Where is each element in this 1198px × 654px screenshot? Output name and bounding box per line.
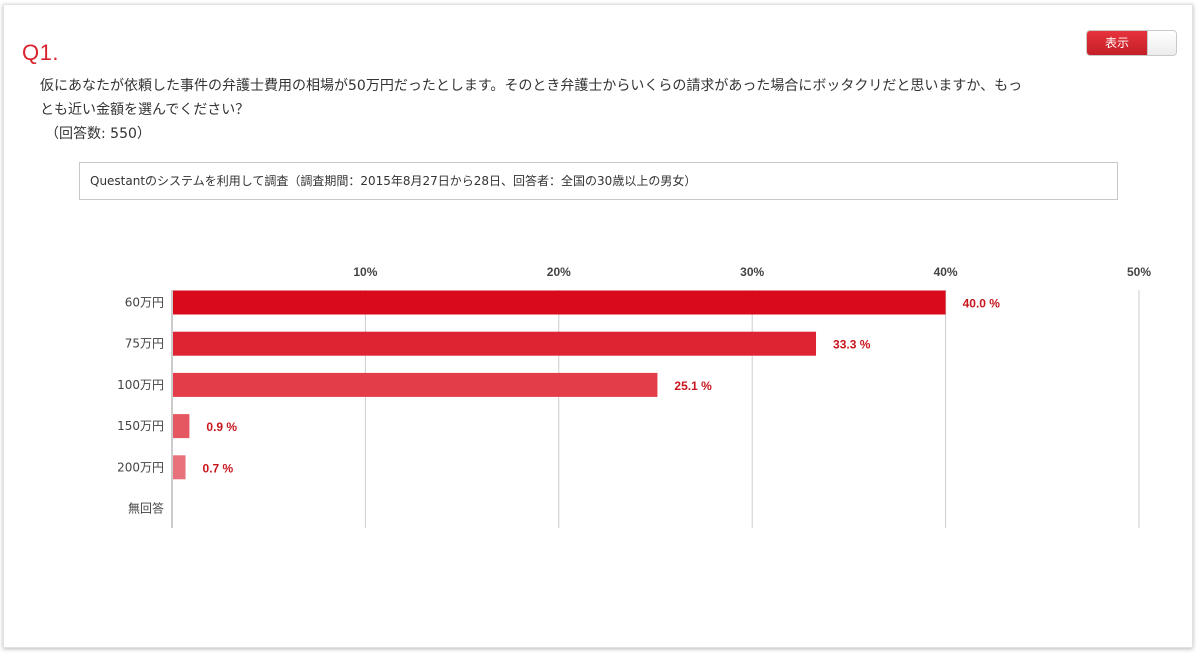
category-label: 150万円	[117, 419, 164, 433]
survey-note: Questantのシステムを利用して調査（調査期間：2015年8月27日から28…	[79, 162, 1118, 200]
display-toggle[interactable]: 表示	[1086, 30, 1177, 56]
response-count: （回答数: 550）	[45, 126, 151, 142]
category-label: 100万円	[117, 378, 164, 392]
x-tick-label: 50%	[1127, 265, 1151, 279]
display-toggle-label: 表示	[1087, 31, 1147, 55]
x-tick-label: 10%	[353, 265, 377, 279]
value-label: 33.3 %	[833, 338, 871, 352]
bar	[173, 455, 186, 480]
category-label: 60万円	[125, 296, 164, 310]
category-label: 75万円	[125, 337, 164, 351]
bar	[173, 331, 817, 356]
value-label: 25.1 %	[674, 379, 712, 393]
survey-card: 表示	[3, 4, 1193, 648]
x-tick-label: 30%	[740, 265, 764, 279]
bar	[173, 290, 946, 315]
value-label: 40.0 %	[963, 297, 1001, 311]
toggle-knob[interactable]	[1147, 31, 1176, 55]
value-label: 0.9 %	[206, 420, 237, 434]
x-tick-label: 20%	[547, 265, 571, 279]
category-label: 200万円	[117, 460, 164, 474]
bar	[173, 372, 658, 397]
value-label: 0.7 %	[203, 461, 234, 475]
question-text: 仮にあなたが依頼した事件の弁護士費用の相場が50万円だったとします。そのとき弁護…	[40, 78, 1023, 118]
x-tick-label: 40%	[934, 265, 958, 279]
question-number: Q1.	[22, 40, 59, 65]
bar	[173, 414, 190, 439]
category-label: 無回答	[128, 501, 164, 516]
